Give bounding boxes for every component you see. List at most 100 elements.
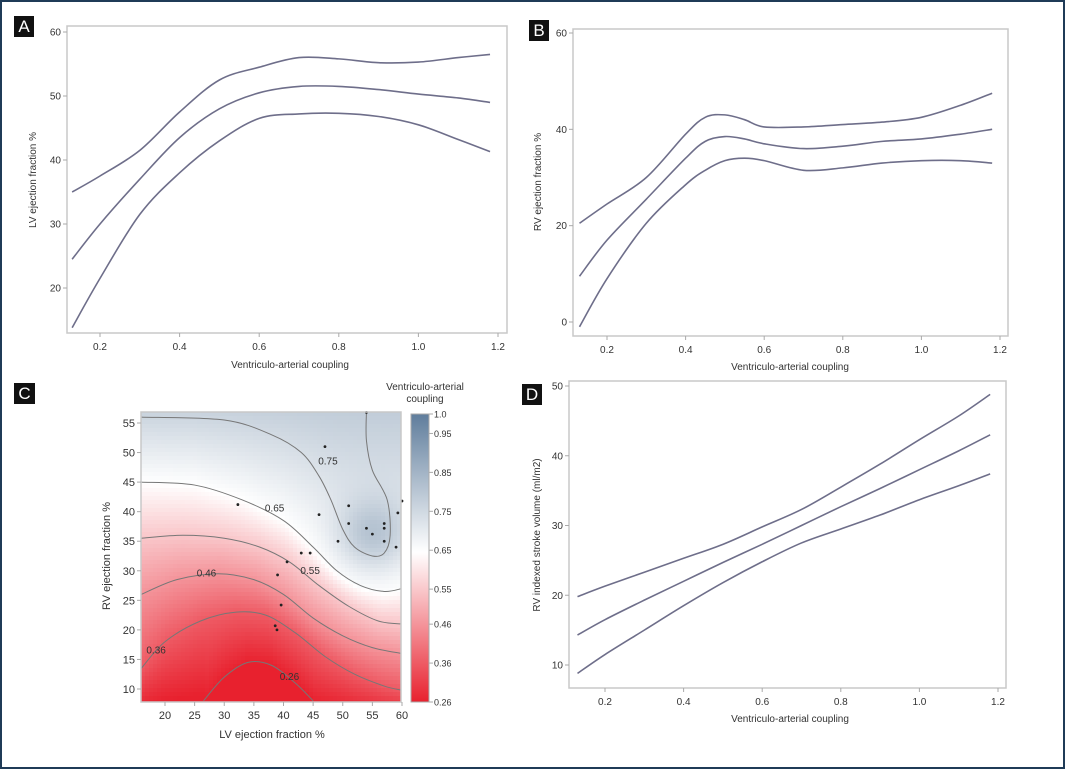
heatmap-cell [365, 596, 370, 601]
heatmap-cell [189, 676, 194, 681]
heatmap-cell [249, 680, 254, 685]
heatmap-cell [225, 580, 230, 585]
plot-frame [572, 28, 1009, 337]
heatmap-cell [337, 628, 342, 633]
heatmap-cell [261, 424, 266, 429]
heatmap-cell [249, 612, 254, 617]
heatmap-cell [309, 516, 314, 521]
heatmap-cell [369, 460, 374, 465]
heatmap-cell [277, 456, 282, 461]
heatmap-cell [361, 524, 366, 529]
heatmap-cell [369, 524, 374, 529]
heatmap-cell [225, 420, 230, 425]
heatmap-cell [221, 460, 226, 465]
heatmap-cell [337, 560, 342, 565]
heatmap-cell [349, 424, 354, 429]
heatmap-cell [269, 676, 274, 681]
heatmap-cell [249, 456, 254, 461]
heatmap-cell [289, 668, 294, 673]
heatmap-cell [221, 652, 226, 657]
heatmap-cell [281, 528, 286, 533]
heatmap-cell [269, 504, 274, 509]
heatmap-cell [261, 524, 266, 529]
heatmap-cell [297, 464, 302, 469]
heatmap-cell [225, 500, 230, 505]
heatmap-cell [141, 520, 146, 525]
heatmap-cell [325, 680, 330, 685]
heatmap-cell [153, 456, 158, 461]
heatmap-cell [285, 540, 290, 545]
heatmap-cell [337, 648, 342, 653]
heatmap-cell [385, 680, 390, 685]
heatmap-cell [165, 468, 170, 473]
heatmap-cell [269, 460, 274, 465]
heatmap-cell [245, 548, 250, 553]
heatmap-cell [229, 476, 234, 481]
heatmap-cell [389, 484, 394, 489]
heatmap-cell [233, 488, 238, 493]
heatmap-cell [393, 700, 398, 702]
heatmap-cell [301, 520, 306, 525]
heatmap-cell [145, 432, 150, 437]
heatmap-cell [233, 572, 238, 577]
heatmap-cell [273, 596, 278, 601]
heatmap-cell [333, 636, 338, 641]
heatmap-cell [221, 420, 226, 425]
heatmap-cell [285, 456, 290, 461]
heatmap-cell [233, 568, 238, 573]
heatmap-cell [261, 436, 266, 441]
heatmap-cell [217, 628, 222, 633]
heatmap-cell [285, 520, 290, 525]
heatmap-cell [393, 448, 398, 453]
heatmap-cell [309, 472, 314, 477]
heatmap-cell [209, 528, 214, 533]
heatmap-cell [229, 684, 234, 689]
heatmap-cell [241, 684, 246, 689]
heatmap-cell [233, 452, 238, 457]
heatmap-cell [333, 504, 338, 509]
heatmap-cell [245, 648, 250, 653]
heatmap-cell [149, 464, 154, 469]
heatmap-cell [305, 500, 310, 505]
heatmap-cell [237, 628, 242, 633]
heatmap-cell [365, 440, 370, 445]
heatmap-cell [289, 596, 294, 601]
heatmap-cell [241, 504, 246, 509]
heatmap-cell [245, 532, 250, 537]
heatmap-cell [309, 636, 314, 641]
heatmap-cell [357, 452, 362, 457]
heatmap-cell [321, 644, 326, 649]
colorbar-tick-label: 0.65 [434, 546, 452, 556]
heatmap-cell [261, 512, 266, 517]
heatmap-cell [141, 504, 146, 509]
heatmap-cell [161, 600, 166, 605]
heatmap-cell [161, 648, 166, 653]
heatmap-cell [373, 688, 378, 693]
heatmap-cell [161, 564, 166, 569]
heatmap-cell [169, 520, 174, 525]
heatmap-cell [293, 508, 298, 513]
heatmap-cell [197, 444, 202, 449]
heatmap-cell [157, 448, 162, 453]
heatmap-cell [333, 660, 338, 665]
heatmap-cell [229, 660, 234, 665]
heatmap-cell [297, 680, 302, 685]
heatmap-cell [141, 640, 146, 645]
heatmap-cell [353, 432, 358, 437]
heatmap-cell [197, 516, 202, 521]
heatmap-cell [273, 540, 278, 545]
heatmap-cell [265, 412, 270, 417]
heatmap-cell [309, 604, 314, 609]
heatmap-cell [225, 664, 230, 669]
heatmap-cell [153, 432, 158, 437]
heatmap-cell [393, 656, 398, 661]
heatmap-cell [353, 436, 358, 441]
heatmap-cell [229, 596, 234, 601]
heatmap-cell [357, 544, 362, 549]
heatmap-cell [273, 448, 278, 453]
heatmap-cell [321, 508, 326, 513]
heatmap-cell [341, 476, 346, 481]
heatmap-cell [393, 532, 398, 537]
heatmap-cell [349, 676, 354, 681]
heatmap-cell [381, 416, 386, 421]
